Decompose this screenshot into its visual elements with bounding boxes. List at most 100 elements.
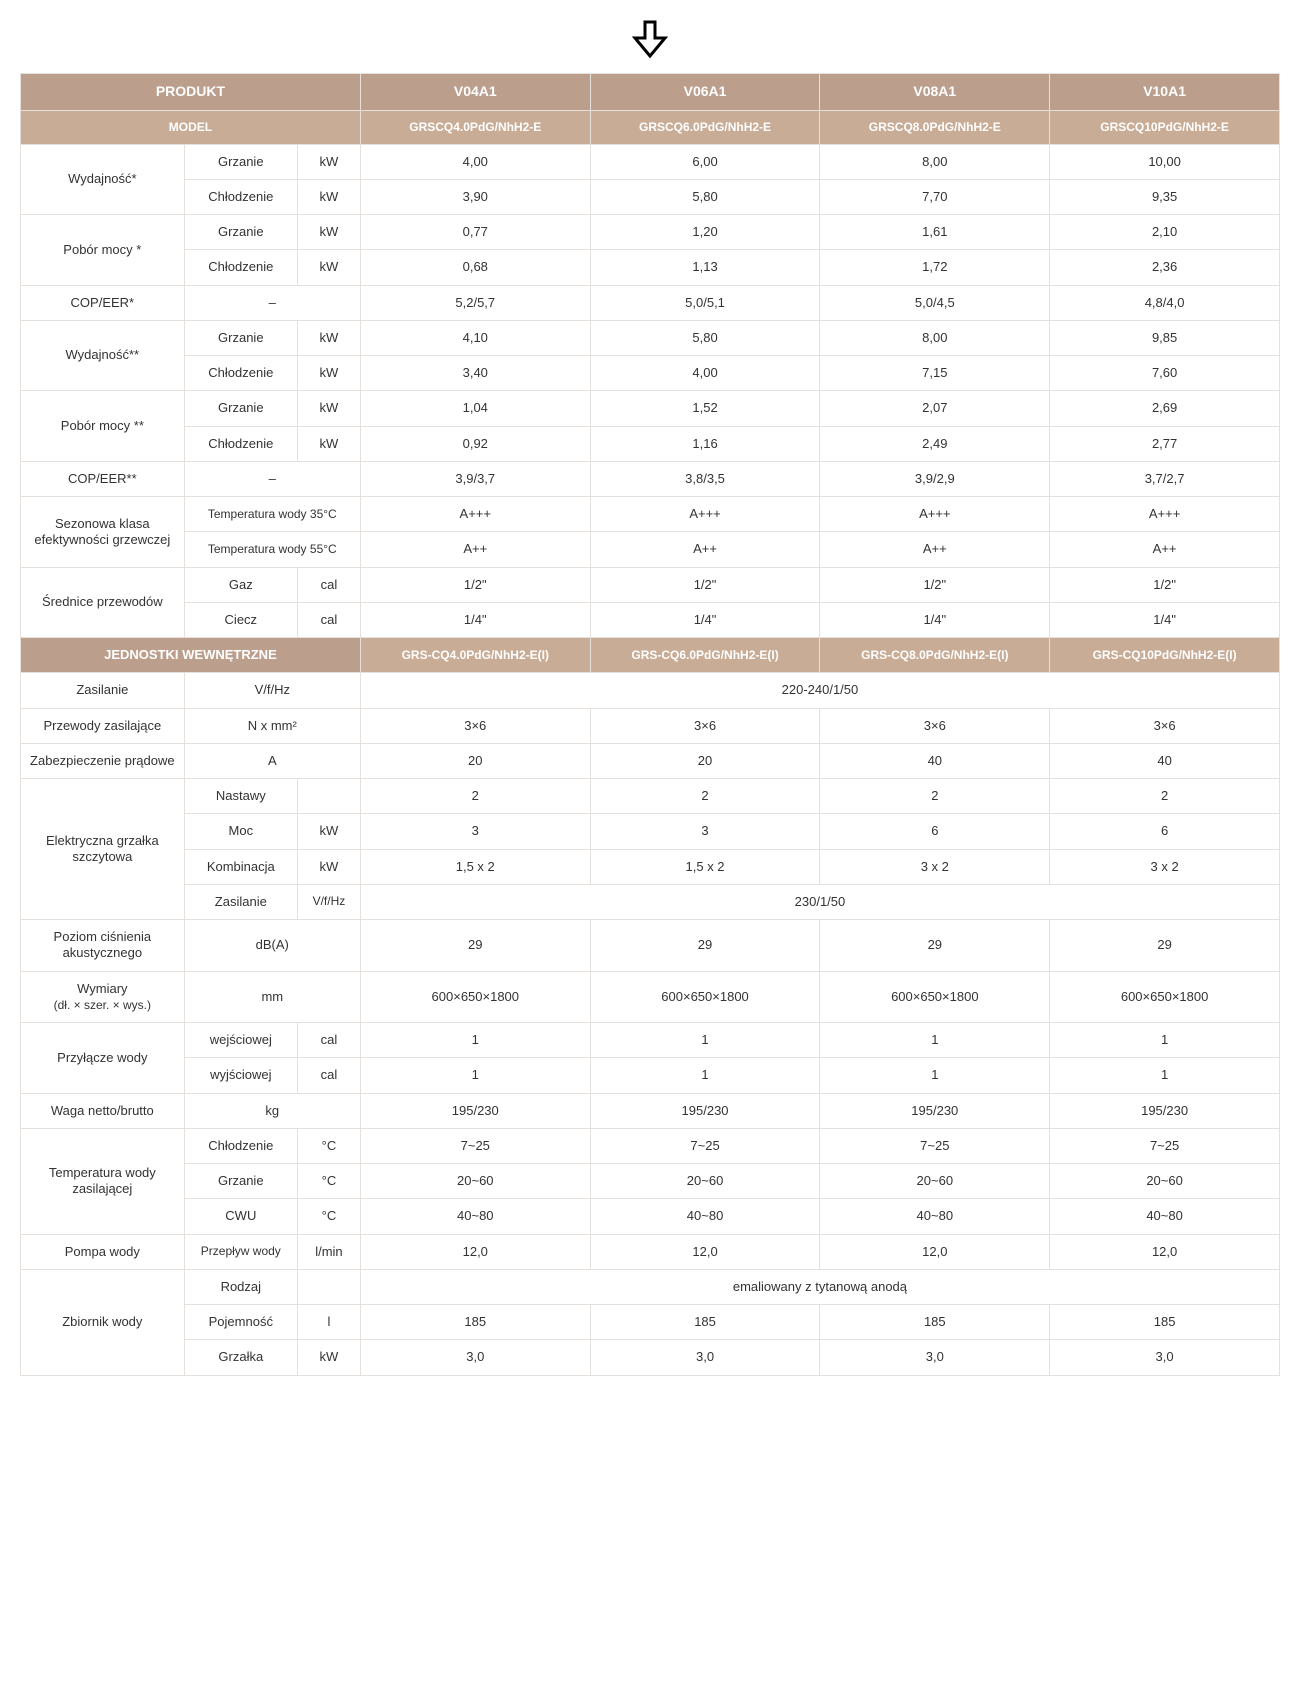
row-sezonowa-35: Sezonowa klasa efektywności grzewczej Te…	[21, 497, 1280, 532]
val: 600×650×1800	[360, 971, 590, 1023]
val: 3 x 2	[1050, 849, 1280, 884]
unit	[297, 1269, 360, 1304]
val: 1/2"	[820, 567, 1050, 602]
unit: cal	[297, 1023, 360, 1058]
down-arrow-icon	[20, 20, 1280, 65]
row-grzalka-nastawy: Elektryczna grzałka szczytowa Nastawy 2 …	[21, 779, 1280, 814]
unit: kW	[297, 814, 360, 849]
val: 12,0	[590, 1234, 820, 1269]
row-wymiary: Wymiary (dł. × szer. × wys.) mm 600×650×…	[21, 971, 1280, 1023]
unit: kW	[297, 179, 360, 214]
header-row-produkt: PRODUKT V04A1 V06A1 V08A1 V10A1	[21, 74, 1280, 111]
val: 5,0/5,1	[590, 285, 820, 320]
val: 9,35	[1050, 179, 1280, 214]
row-cop2: COP/EER** – 3,9/3,7 3,8/3,5 3,9/2,9 3,7/…	[21, 461, 1280, 496]
spec-table: PRODUKT V04A1 V06A1 V08A1 V10A1 MODEL GR…	[20, 73, 1280, 1376]
sub: Zasilanie	[184, 884, 297, 919]
val: 3	[360, 814, 590, 849]
val: 185	[1050, 1305, 1280, 1340]
val: 1,20	[590, 215, 820, 250]
label-wydajnosc2: Wydajność**	[21, 320, 185, 391]
row-wydajnosc1-chlodzenie: Chłodzenie kW 3,90 5,80 7,70 9,35	[21, 179, 1280, 214]
val: 185	[590, 1305, 820, 1340]
sub: Grzanie	[184, 320, 297, 355]
val: 3,8/3,5	[590, 461, 820, 496]
val: 1	[820, 1058, 1050, 1093]
val: 2,77	[1050, 426, 1280, 461]
row-tempwody-chl: Temperatura wody zasilającej Chłodzenie …	[21, 1128, 1280, 1163]
header-row-indoor: JEDNOSTKI WEWNĘTRZNE GRS-CQ4.0PdG/NhH2-E…	[21, 638, 1280, 673]
label-zabezpieczenie: Zabezpieczenie prądowe	[21, 743, 185, 778]
sub: Chłodzenie	[184, 1128, 297, 1163]
val: 1/4"	[360, 602, 590, 637]
val: 1,04	[360, 391, 590, 426]
val: 3	[590, 814, 820, 849]
val: 7,60	[1050, 356, 1280, 391]
header-indoor-0: GRS-CQ4.0PdG/NhH2-E(I)	[360, 638, 590, 673]
label-pobor1: Pobór mocy *	[21, 215, 185, 286]
val: 7,70	[820, 179, 1050, 214]
val: 1,5 x 2	[590, 849, 820, 884]
val: 1,16	[590, 426, 820, 461]
val: 3×6	[820, 708, 1050, 743]
val: 40~80	[360, 1199, 590, 1234]
row-wydajnosc2-chlodzenie: Chłodzenie kW 3,40 4,00 7,15 7,60	[21, 356, 1280, 391]
val: 1	[360, 1058, 590, 1093]
val: 5,2/5,7	[360, 285, 590, 320]
unit: kW	[297, 1340, 360, 1375]
unit: V/f/Hz	[297, 884, 360, 919]
val: 20~60	[360, 1164, 590, 1199]
val: 8,00	[820, 320, 1050, 355]
val: 1	[1050, 1023, 1280, 1058]
val: 8,00	[820, 144, 1050, 179]
val: 6	[1050, 814, 1280, 849]
label-cop1: COP/EER*	[21, 285, 185, 320]
val: 1,13	[590, 250, 820, 285]
val: 4,00	[590, 356, 820, 391]
row-tempwody-grz: Grzanie °C 20~60 20~60 20~60 20~60	[21, 1164, 1280, 1199]
val: 3,0	[360, 1340, 590, 1375]
header-product-0: V04A1	[360, 74, 590, 111]
header-product-1: V06A1	[590, 74, 820, 111]
val: A++	[590, 532, 820, 567]
label-wymiary-1: Wymiary	[77, 981, 127, 996]
val: 3,0	[820, 1340, 1050, 1375]
label-wydajnosc1: Wydajność*	[21, 144, 185, 215]
val: 195/230	[360, 1093, 590, 1128]
unit: kW	[297, 320, 360, 355]
val: 7~25	[820, 1128, 1050, 1163]
val: 5,0/4,5	[820, 285, 1050, 320]
val: 29	[360, 920, 590, 972]
val: 0,68	[360, 250, 590, 285]
val: 185	[360, 1305, 590, 1340]
header-product-2: V08A1	[820, 74, 1050, 111]
sub: wejściowej	[184, 1023, 297, 1058]
val: 3,40	[360, 356, 590, 391]
header-model: MODEL	[21, 110, 361, 144]
val: 6	[820, 814, 1050, 849]
unit: kW	[297, 250, 360, 285]
header-model-0: GRSCQ4.0PdG/NhH2-E	[360, 110, 590, 144]
val: A+++	[820, 497, 1050, 532]
unit: l/min	[297, 1234, 360, 1269]
val: 40	[1050, 743, 1280, 778]
val: 29	[590, 920, 820, 972]
sub: Kombinacja	[184, 849, 297, 884]
sub: Grzanie	[184, 215, 297, 250]
val: 3,9/3,7	[360, 461, 590, 496]
val: 195/230	[1050, 1093, 1280, 1128]
val: 4,8/4,0	[1050, 285, 1280, 320]
val: 600×650×1800	[590, 971, 820, 1023]
sub: Nastawy	[184, 779, 297, 814]
unit: kW	[297, 144, 360, 179]
val: 20~60	[820, 1164, 1050, 1199]
label-pompa: Pompa wody	[21, 1234, 185, 1269]
header-model-2: GRSCQ8.0PdG/NhH2-E	[820, 110, 1050, 144]
label-pobor2: Pobór mocy **	[21, 391, 185, 462]
val: 1	[1050, 1058, 1280, 1093]
label-cop2: COP/EER**	[21, 461, 185, 496]
val: A+++	[1050, 497, 1280, 532]
row-przylacze-wyj: wyjściowej cal 1 1 1 1	[21, 1058, 1280, 1093]
label-przylacze: Przyłącze wody	[21, 1023, 185, 1094]
row-zasilanie: Zasilanie V/f/Hz 220-240/1/50	[21, 673, 1280, 708]
